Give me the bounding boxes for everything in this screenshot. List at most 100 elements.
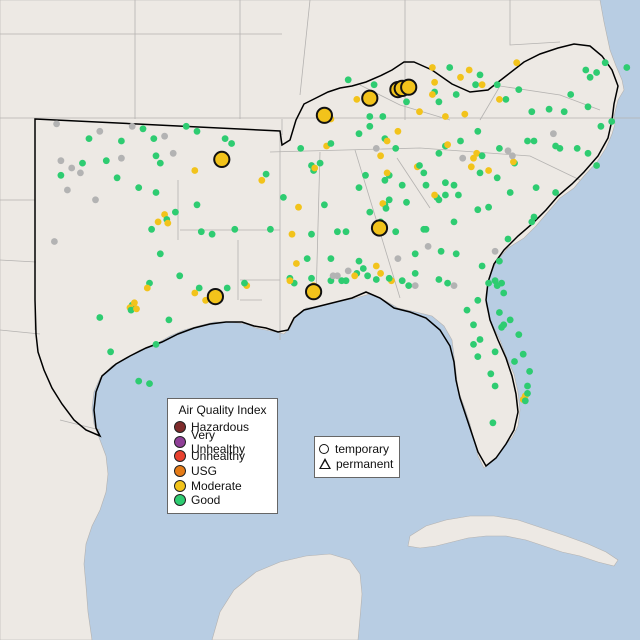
good-site-dot[interactable] (556, 145, 564, 152)
good-site-dot[interactable] (57, 171, 65, 179)
good-site-dot[interactable] (308, 230, 315, 238)
good-site-dot[interactable] (359, 265, 367, 272)
good-site-dot[interactable] (496, 145, 503, 152)
moderate-site-dot[interactable] (467, 163, 475, 171)
good-site-dot[interactable] (478, 152, 486, 160)
unknown-site-dot[interactable] (51, 238, 58, 245)
unknown-site-dot[interactable] (57, 157, 65, 165)
unknown-site-dot[interactable] (161, 132, 169, 140)
moderate-site-dot[interactable] (461, 110, 469, 118)
moderate-site-dot[interactable] (429, 64, 436, 71)
temporary-monitor-moderate-marker[interactable] (206, 288, 224, 306)
good-site-dot[interactable] (593, 69, 600, 76)
good-site-dot[interactable] (113, 174, 121, 182)
good-site-dot[interactable] (297, 145, 305, 152)
good-site-dot[interactable] (362, 171, 369, 179)
good-site-dot[interactable] (524, 382, 531, 390)
good-site-dot[interactable] (228, 140, 236, 147)
moderate-site-dot[interactable] (164, 219, 172, 227)
unknown-site-dot[interactable] (450, 282, 458, 289)
unknown-site-dot[interactable] (77, 169, 84, 177)
unknown-site-dot[interactable] (53, 120, 60, 128)
moderate-site-dot[interactable] (485, 167, 492, 174)
good-site-dot[interactable] (489, 419, 497, 427)
moderate-site-dot[interactable] (431, 191, 438, 199)
moderate-site-dot[interactable] (288, 230, 296, 238)
moderate-site-dot[interactable] (383, 169, 391, 177)
temporary-monitor-moderate-marker[interactable] (370, 219, 389, 237)
moderate-site-dot[interactable] (478, 81, 486, 89)
good-site-dot[interactable] (463, 306, 471, 314)
good-site-dot[interactable] (193, 127, 201, 135)
good-site-dot[interactable] (135, 184, 143, 192)
unknown-site-dot[interactable] (334, 272, 341, 280)
good-site-dot[interactable] (392, 145, 400, 152)
good-site-dot[interactable] (504, 235, 512, 243)
good-site-dot[interactable] (422, 225, 430, 233)
good-site-dot[interactable] (223, 284, 231, 292)
good-site-dot[interactable] (156, 159, 164, 167)
good-site-dot[interactable] (532, 184, 540, 192)
good-site-dot[interactable] (500, 289, 508, 297)
moderate-site-dot[interactable] (510, 158, 517, 166)
good-site-dot[interactable] (231, 225, 239, 233)
good-site-dot[interactable] (165, 316, 173, 324)
good-site-dot[interactable] (370, 81, 378, 89)
good-site-dot[interactable] (152, 152, 160, 160)
moderate-site-dot[interactable] (131, 299, 138, 307)
good-site-dot[interactable] (487, 370, 495, 378)
good-site-dot[interactable] (262, 170, 270, 178)
good-site-dot[interactable] (437, 247, 445, 255)
moderate-site-dot[interactable] (429, 91, 436, 98)
good-site-dot[interactable] (584, 103, 592, 111)
good-site-dot[interactable] (152, 189, 160, 196)
good-site-dot[interactable] (500, 321, 508, 329)
good-site-dot[interactable] (303, 255, 311, 262)
moderate-site-dot[interactable] (496, 96, 503, 103)
unknown-site-dot[interactable] (509, 152, 516, 160)
good-site-dot[interactable] (355, 130, 363, 138)
good-site-dot[interactable] (372, 276, 380, 283)
moderate-site-dot[interactable] (143, 284, 151, 292)
good-site-dot[interactable] (221, 135, 229, 143)
good-site-dot[interactable] (135, 377, 143, 385)
unknown-site-dot[interactable] (344, 267, 352, 275)
good-site-dot[interactable] (146, 380, 153, 387)
good-site-dot[interactable] (308, 274, 315, 282)
good-site-dot[interactable] (321, 201, 328, 209)
moderate-site-dot[interactable] (442, 113, 449, 120)
unknown-site-dot[interactable] (64, 186, 71, 194)
good-site-dot[interactable] (491, 348, 499, 356)
good-site-dot[interactable] (366, 113, 374, 120)
good-site-dot[interactable] (530, 213, 538, 221)
moderate-site-dot[interactable] (465, 66, 473, 74)
good-site-dot[interactable] (515, 331, 523, 338)
good-site-dot[interactable] (506, 316, 514, 324)
monitoring-sites[interactable] (51, 59, 631, 427)
good-site-dot[interactable] (552, 189, 559, 196)
good-site-dot[interactable] (435, 196, 443, 204)
good-site-dot[interactable] (474, 206, 482, 214)
good-site-dot[interactable] (485, 279, 492, 287)
moderate-site-dot[interactable] (295, 203, 302, 211)
good-site-dot[interactable] (450, 181, 458, 189)
good-site-dot[interactable] (435, 98, 443, 106)
good-site-dot[interactable] (597, 122, 605, 130)
good-site-dot[interactable] (316, 159, 324, 167)
moderate-site-dot[interactable] (191, 289, 199, 297)
unknown-site-dot[interactable] (550, 130, 557, 138)
good-site-dot[interactable] (411, 250, 419, 258)
good-site-dot[interactable] (355, 257, 363, 265)
good-site-dot[interactable] (511, 358, 518, 365)
good-site-dot[interactable] (601, 59, 609, 67)
moderate-site-dot[interactable] (353, 96, 361, 103)
good-site-dot[interactable] (150, 135, 158, 143)
good-site-dot[interactable] (195, 284, 203, 292)
good-site-dot[interactable] (392, 228, 400, 236)
good-site-dot[interactable] (342, 277, 350, 285)
good-site-dot[interactable] (442, 191, 449, 199)
good-site-dot[interactable] (496, 309, 503, 316)
good-site-dot[interactable] (435, 276, 443, 283)
temporary-monitor-moderate-marker[interactable] (400, 78, 418, 96)
unknown-site-dot[interactable] (68, 164, 76, 172)
